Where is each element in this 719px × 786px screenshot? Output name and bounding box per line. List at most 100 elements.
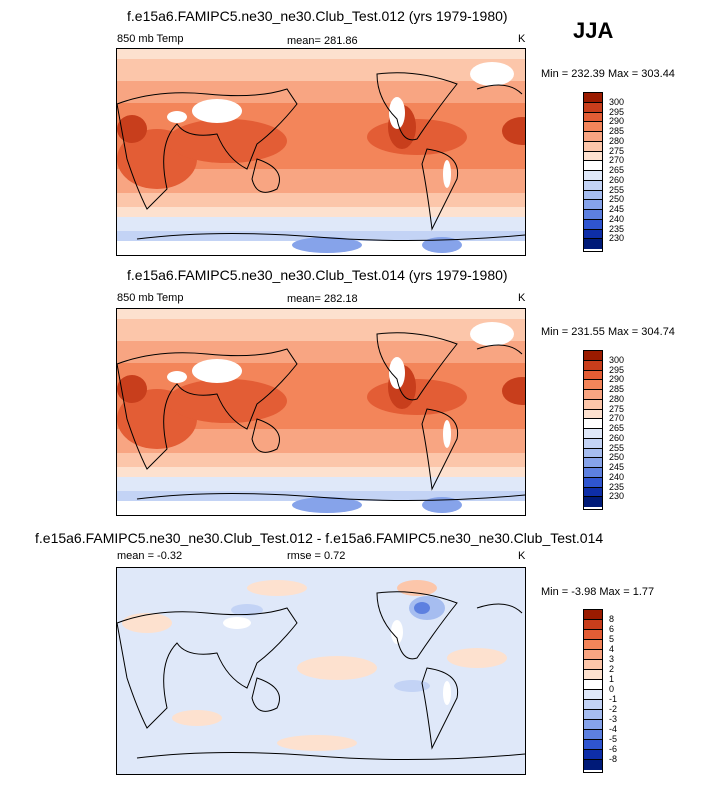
season-label: JJA — [573, 18, 614, 43]
colorbar-cell — [584, 161, 602, 171]
colorbar-cell — [584, 102, 602, 113]
colorbar-level-label: 275 — [609, 403, 625, 414]
colorbar-level-label: 1 — [609, 674, 615, 684]
colorbar-cell — [584, 448, 602, 459]
colorbar-cell — [584, 438, 602, 449]
colorbar-level-label: 3 — [609, 654, 615, 664]
colorbar-level-label: 270 — [609, 155, 625, 166]
colorbar-cell — [584, 171, 602, 181]
colorbar-level-label: 295 — [609, 106, 625, 117]
colorbar-level-label: 5 — [609, 634, 615, 644]
colorbar-level-label: 250 — [609, 452, 625, 463]
colorbar-cell — [584, 380, 602, 390]
colorbar-level-label: 235 — [609, 223, 625, 234]
colorbar-level-label: 290 — [609, 116, 625, 127]
panel2-colorbar: 300 295 290 285 280 275 270 265 260 255 250 245 240 2… — [583, 350, 624, 510]
panel1-minmax: Min = 232.39 Max = 303.44 — [541, 68, 675, 80]
colorbar-level-label: 235 — [609, 481, 625, 492]
colorbar-cell — [584, 151, 602, 162]
panel3-minmax: Min = -3.98 Max = 1.77 — [541, 586, 655, 598]
colorbar-level-label: 260 — [609, 432, 625, 443]
colorbar-level-label: -1 — [609, 694, 618, 704]
colorbar-cell — [584, 760, 602, 770]
colorbar-cell — [584, 141, 602, 152]
panel2-mean-label: mean= 282.18 — [287, 293, 358, 305]
colorbar-level-label: -6 — [609, 744, 618, 754]
colorbar-level-label: 300 — [609, 96, 625, 107]
colorbar-level-label: 250 — [609, 194, 625, 205]
colorbar-cell — [584, 640, 602, 650]
colorbar-level-label: -8 — [609, 754, 618, 764]
colorbar-cell — [584, 351, 602, 361]
colorbar-cell — [584, 122, 602, 132]
panel2-map — [116, 308, 526, 516]
panel1-colorbar: 300 295 290 285 280 275 270 265 260 255 250 245 240 2… — [583, 92, 624, 252]
colorbar-cell — [584, 210, 602, 220]
colorbar-cell — [584, 630, 602, 640]
colorbar-cell — [584, 650, 602, 660]
colorbar-level-label: 265 — [609, 423, 625, 433]
colorbar-level-label: -3 — [609, 714, 618, 724]
panel3-rmse-label: rmse = 0.72 — [287, 550, 346, 562]
colorbar-cell — [584, 497, 602, 507]
colorbar-cell — [584, 360, 602, 371]
colorbar-level-label: 245 — [609, 462, 625, 472]
colorbar-cell — [584, 458, 602, 468]
panel2-minmax: Min = 231.55 Max = 304.74 — [541, 326, 675, 338]
colorbar-level-label: 230 — [609, 491, 625, 502]
colorbar-level-label: -4 — [609, 724, 618, 734]
panel2-title: f.e15a6.FAMIPC5.ne30_ne30.Club_Test.014 … — [127, 267, 508, 283]
colorbar-cell — [584, 180, 602, 191]
colorbar-level-label: 240 — [609, 471, 625, 482]
colorbar-level-label: 270 — [609, 413, 625, 424]
colorbar-level-label: 275 — [609, 145, 625, 156]
colorbar-level-label: 260 — [609, 174, 625, 185]
colorbar-level-label: 265 — [609, 165, 625, 175]
colorbar-cell — [584, 93, 602, 103]
colorbar-cell — [584, 477, 602, 488]
colorbar-level-label: 245 — [609, 204, 625, 214]
colorbar-level-label: 255 — [609, 442, 625, 453]
panel3-title: f.e15a6.FAMIPC5.ne30_ne30.Club_Test.012 … — [35, 530, 604, 546]
colorbar-level-label: 300 — [609, 354, 625, 365]
colorbar-level-label: 230 — [609, 233, 625, 244]
colorbar-level-label: 6 — [609, 624, 615, 634]
colorbar-level-label: 240 — [609, 213, 625, 224]
colorbar-cell — [584, 112, 602, 123]
colorbar-cell — [584, 620, 602, 630]
colorbar-level-label: 0 — [609, 684, 615, 694]
panel1-variable-label: 850 mb Temp — [117, 33, 184, 45]
colorbar-cell — [584, 720, 602, 730]
colorbar-level-label: 280 — [609, 135, 625, 146]
colorbar-cell — [584, 390, 602, 400]
colorbar-cell — [584, 468, 602, 478]
colorbar-level-label: -2 — [609, 704, 618, 714]
panel3-map — [116, 567, 526, 775]
panel3-colorbar: 8 6 5 4 3 2 1 0 -1 -2 -3 -4 -5 -6 -8 — [583, 609, 617, 773]
colorbar-cell — [584, 239, 602, 249]
panel1-units: K — [518, 33, 526, 45]
colorbar-cell — [584, 710, 602, 720]
colorbar-cell — [584, 610, 602, 620]
panel1-mean-label: mean= 281.86 — [287, 35, 358, 47]
panel2-units: K — [518, 292, 526, 304]
colorbar-level-label: 8 — [609, 614, 615, 624]
colorbar-cell — [584, 660, 602, 670]
colorbar-cell — [584, 750, 602, 760]
panel1-map — [116, 48, 526, 256]
colorbar-level-label: -5 — [609, 734, 618, 744]
panel3-mean-label: mean = -0.32 — [117, 550, 183, 562]
colorbar-cell — [584, 370, 602, 381]
colorbar-cell — [584, 419, 602, 429]
colorbar-cell — [584, 200, 602, 210]
colorbar-cell — [584, 680, 602, 690]
colorbar-cell — [584, 487, 602, 498]
colorbar-cell — [584, 219, 602, 230]
colorbar-level-label: 285 — [609, 384, 625, 394]
colorbar-level-label: 255 — [609, 184, 625, 195]
colorbar-level-label: 295 — [609, 364, 625, 375]
colorbar-cell — [584, 132, 602, 142]
colorbar-cell — [584, 429, 602, 439]
colorbar-cell — [584, 409, 602, 420]
colorbar-level-label: 285 — [609, 126, 625, 136]
